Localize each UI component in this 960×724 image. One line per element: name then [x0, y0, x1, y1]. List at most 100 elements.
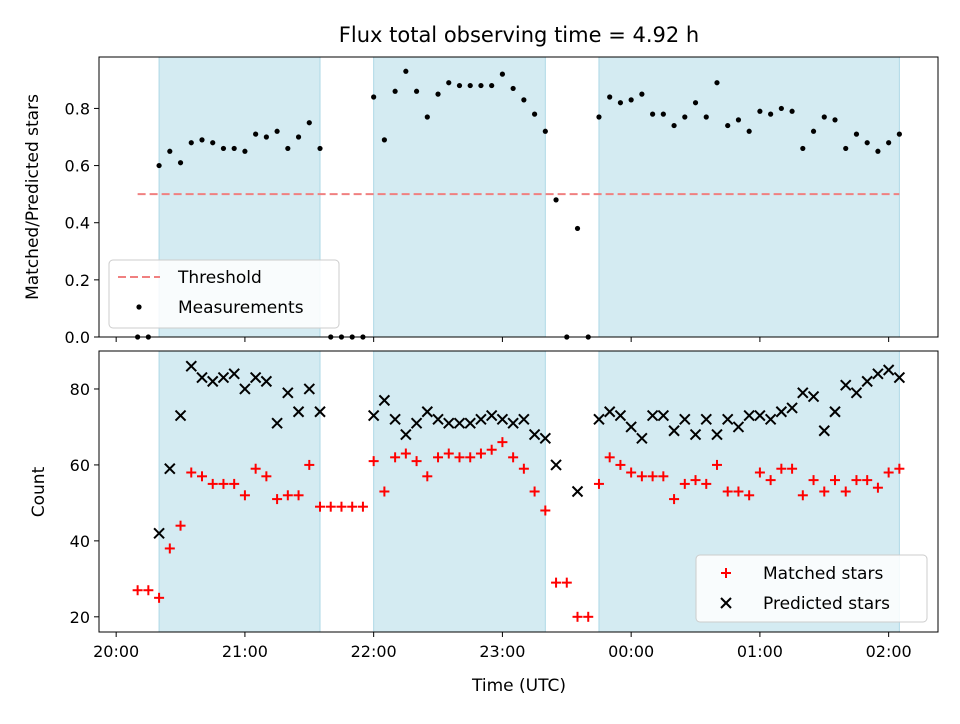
measurement-point: [875, 148, 881, 154]
matched-star-point: [636, 471, 647, 482]
bottom-axes-frame: [98, 350, 939, 633]
matched-star-point: [368, 456, 379, 467]
top-axes-frame: [98, 56, 939, 338]
matched-star-point: [325, 501, 336, 512]
measurement-point: [456, 82, 463, 89]
matched-star-point: [411, 456, 422, 467]
predicted-star-point: [775, 406, 788, 418]
x-tick-label: 21:00: [222, 642, 268, 661]
predicted-star-point: [818, 425, 830, 437]
matched-star-point: [304, 459, 315, 470]
predicted-star-point: [679, 413, 691, 426]
predicted-star-point: [389, 413, 401, 426]
x-tick-label: 02:00: [866, 642, 912, 661]
matched-star-point: [154, 592, 165, 603]
matched-star-point: [475, 448, 486, 459]
matched-star-point: [529, 486, 540, 497]
matched-star-point: [229, 478, 240, 489]
measurement-point: [531, 111, 538, 117]
matched-star-point: [218, 478, 229, 489]
measurement-point: [768, 111, 774, 117]
bottom-legend-box: [695, 554, 928, 623]
predicted-star-point: [507, 417, 519, 429]
matched-star-point: [894, 463, 905, 474]
matched-star-point: [776, 463, 787, 474]
measurement-point: [682, 114, 688, 120]
predicted-star-point: [614, 409, 627, 422]
top-legend: Threshold Measurements: [108, 259, 340, 329]
measurement-point: [199, 137, 205, 143]
measurement-point: [735, 117, 742, 123]
matched-star-point: [239, 490, 250, 501]
predicted-star-point: [636, 432, 648, 445]
bottom-y-tick-label: 80: [70, 380, 90, 399]
matched-star-point: [443, 448, 454, 459]
matched-star-point: [615, 459, 626, 470]
legend-predicted-swatch: [720, 597, 732, 609]
measurement-point: [757, 108, 763, 114]
predicted-star-point: [153, 527, 165, 539]
predicted-star-point: [840, 379, 852, 391]
matched-star-point: [604, 452, 615, 463]
matched-star-point: [626, 467, 637, 478]
top-legend-box: [108, 259, 340, 329]
matched-star-point: [593, 478, 604, 489]
matched-star-point: [400, 448, 411, 459]
bottom-y-tick-label: 40: [70, 532, 90, 551]
matched-star-point: [797, 490, 808, 501]
measurement-point: [521, 97, 527, 103]
predicted-star-point: [314, 406, 326, 418]
predicted-star-point: [207, 375, 219, 388]
matched-star-point: [722, 486, 733, 497]
measurement-point: [381, 137, 387, 143]
predicted-star-point: [292, 406, 305, 418]
measurement-point: [628, 97, 634, 103]
matched-star-point: [175, 520, 186, 531]
matched-star-point: [390, 452, 401, 463]
chart-title: Flux total observing time = 4.92 h: [339, 23, 699, 47]
predicted-star-point: [260, 375, 273, 388]
measurement-point: [596, 114, 602, 120]
measurement-point: [800, 145, 806, 152]
matched-star-point: [851, 475, 862, 486]
matched-star-point: [733, 486, 744, 497]
measurement-point: [499, 71, 506, 77]
legend-threshold-label: Threshold: [177, 268, 262, 288]
measurement-point: [177, 160, 184, 166]
measurement-point: [703, 114, 709, 120]
measurement-point: [896, 131, 902, 137]
predicted-star-point: [711, 428, 723, 441]
matched-star-point: [808, 475, 819, 486]
predicted-star-point: [850, 387, 863, 399]
top-y-tick-label: 0.4: [65, 214, 90, 233]
predicted-star-point: [496, 413, 509, 426]
measurement-point: [424, 114, 430, 120]
top-shaded-interval: [598, 56, 900, 338]
measurement-point: [853, 131, 860, 137]
measurement-point: [886, 140, 892, 146]
matched-star-point: [872, 482, 883, 493]
measurement-point: [864, 140, 870, 146]
matched-star-point: [551, 577, 562, 588]
measurement-point: [789, 108, 795, 114]
predicted-star-point: [571, 485, 584, 498]
matched-star-point: [765, 475, 776, 486]
measurement-point: [778, 105, 784, 112]
measurement-point: [413, 88, 420, 94]
x-tick-label: 22:00: [351, 642, 397, 661]
predicted-star-point: [539, 432, 552, 445]
x-tick-label: 20:00: [93, 642, 139, 661]
measurement-point: [843, 145, 849, 152]
predicted-star-point: [700, 413, 712, 426]
matched-star-point: [679, 478, 690, 489]
matched-star-point: [497, 437, 508, 448]
matched-star-point: [862, 475, 873, 486]
predicted-star-point: [861, 375, 873, 388]
predicted-star-point: [271, 417, 283, 429]
top-y-tick-label: 0.2: [65, 271, 90, 290]
predicted-star-point: [603, 406, 616, 418]
matched-star-point: [690, 475, 701, 486]
measurement-point: [317, 145, 323, 152]
matched-star-point: [561, 577, 572, 588]
